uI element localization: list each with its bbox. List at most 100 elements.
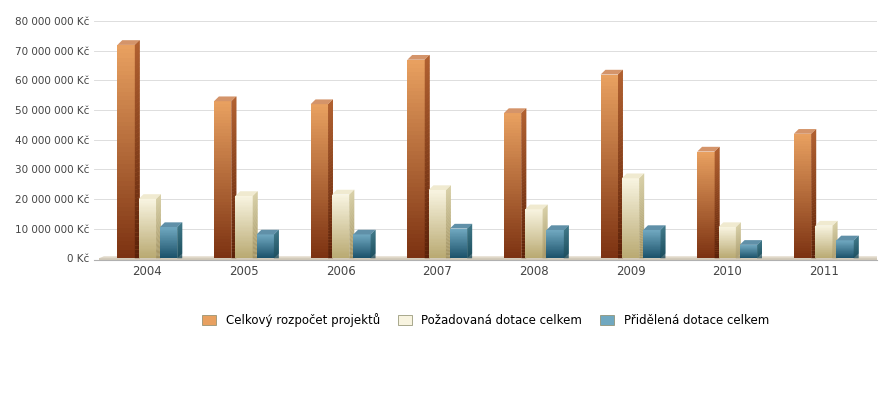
Polygon shape: [332, 207, 350, 209]
Polygon shape: [719, 234, 736, 235]
Polygon shape: [156, 245, 161, 247]
Polygon shape: [138, 213, 156, 214]
Polygon shape: [214, 176, 231, 180]
Polygon shape: [231, 181, 236, 186]
Polygon shape: [640, 180, 644, 186]
Polygon shape: [547, 253, 564, 254]
Polygon shape: [854, 237, 859, 242]
Polygon shape: [714, 238, 720, 241]
Polygon shape: [564, 246, 569, 249]
Polygon shape: [854, 252, 859, 254]
Polygon shape: [714, 243, 720, 245]
Polygon shape: [235, 198, 252, 200]
Polygon shape: [353, 252, 370, 253]
Polygon shape: [719, 254, 736, 255]
Polygon shape: [135, 158, 140, 164]
Polygon shape: [425, 230, 430, 234]
Polygon shape: [698, 162, 714, 164]
Polygon shape: [736, 242, 740, 245]
Polygon shape: [542, 252, 548, 253]
Polygon shape: [521, 108, 526, 258]
Polygon shape: [467, 235, 472, 239]
Polygon shape: [231, 106, 236, 114]
Polygon shape: [525, 245, 542, 247]
Polygon shape: [467, 257, 472, 258]
Polygon shape: [832, 250, 838, 252]
Polygon shape: [542, 205, 548, 211]
Polygon shape: [812, 251, 816, 253]
Polygon shape: [467, 249, 472, 251]
Polygon shape: [135, 75, 140, 83]
Polygon shape: [370, 237, 376, 241]
Polygon shape: [310, 194, 328, 197]
Polygon shape: [547, 254, 564, 255]
Polygon shape: [600, 152, 618, 155]
Polygon shape: [719, 236, 736, 237]
Polygon shape: [156, 238, 161, 241]
Polygon shape: [719, 251, 736, 252]
Polygon shape: [832, 237, 838, 241]
Polygon shape: [178, 235, 182, 239]
Polygon shape: [640, 246, 644, 249]
Polygon shape: [719, 256, 736, 257]
Polygon shape: [353, 254, 370, 255]
Polygon shape: [370, 230, 376, 235]
Polygon shape: [274, 255, 279, 256]
Polygon shape: [622, 228, 640, 229]
Polygon shape: [214, 158, 231, 161]
Polygon shape: [714, 249, 720, 252]
Polygon shape: [618, 160, 623, 166]
Polygon shape: [521, 210, 526, 215]
Polygon shape: [160, 229, 178, 230]
Polygon shape: [160, 230, 178, 231]
Polygon shape: [118, 203, 135, 207]
Polygon shape: [525, 230, 542, 231]
Polygon shape: [812, 129, 816, 136]
Polygon shape: [328, 236, 333, 240]
Polygon shape: [504, 255, 521, 258]
Polygon shape: [274, 242, 279, 245]
Polygon shape: [135, 127, 140, 134]
Polygon shape: [408, 234, 425, 238]
Polygon shape: [428, 211, 446, 212]
Polygon shape: [425, 189, 430, 195]
Polygon shape: [521, 138, 526, 145]
Polygon shape: [467, 253, 472, 255]
Polygon shape: [714, 256, 720, 258]
Polygon shape: [274, 238, 279, 242]
Polygon shape: [156, 223, 161, 227]
Polygon shape: [854, 251, 859, 253]
Polygon shape: [542, 227, 548, 231]
Polygon shape: [231, 113, 236, 120]
Polygon shape: [564, 253, 569, 254]
Polygon shape: [618, 126, 623, 133]
Polygon shape: [618, 115, 623, 122]
Polygon shape: [156, 213, 161, 218]
Polygon shape: [832, 235, 838, 239]
Polygon shape: [547, 255, 564, 256]
Polygon shape: [600, 185, 618, 188]
Polygon shape: [252, 198, 258, 203]
Polygon shape: [832, 222, 838, 227]
Polygon shape: [714, 156, 720, 162]
Polygon shape: [547, 257, 564, 258]
Polygon shape: [622, 221, 640, 223]
Polygon shape: [156, 215, 161, 219]
Polygon shape: [600, 137, 618, 141]
Polygon shape: [564, 251, 569, 253]
Polygon shape: [156, 194, 161, 200]
Polygon shape: [467, 230, 472, 235]
Polygon shape: [214, 227, 231, 230]
Polygon shape: [719, 241, 736, 242]
Polygon shape: [257, 235, 274, 236]
Polygon shape: [214, 183, 231, 186]
Polygon shape: [622, 207, 640, 209]
Polygon shape: [350, 211, 354, 216]
Polygon shape: [714, 151, 720, 158]
Polygon shape: [525, 211, 542, 212]
Polygon shape: [446, 251, 450, 253]
Polygon shape: [661, 248, 665, 250]
Polygon shape: [408, 87, 425, 91]
Polygon shape: [661, 249, 665, 251]
Polygon shape: [446, 217, 450, 221]
